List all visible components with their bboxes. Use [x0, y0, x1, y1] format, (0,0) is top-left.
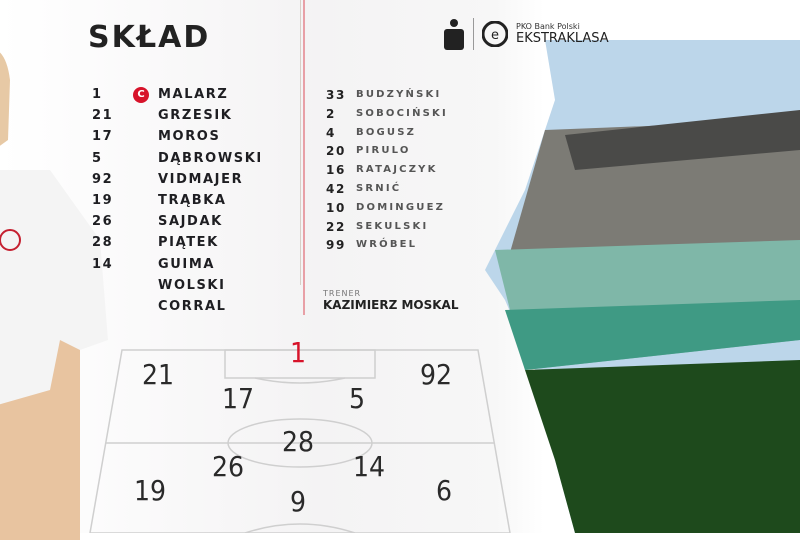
ekstraklasa-ball-icon: e: [482, 21, 508, 47]
sub-name: DOMINGUEZ: [356, 201, 446, 213]
substitute-row: 20 PIRULO: [0, 141, 500, 161]
divider: [300, 0, 301, 285]
league-logos: e PKO Bank Polski EKSTRAKLASA: [443, 18, 609, 50]
player-name: WOLSKI: [158, 277, 226, 293]
sub-name: WRÓBEL: [356, 239, 418, 251]
sub-name: SEKULSKI: [356, 220, 429, 232]
sub-name: SOBOCIŃSKI: [356, 107, 448, 119]
formation-number: 17: [221, 382, 255, 415]
formation-number: 14: [352, 450, 386, 483]
league-sponsor: PKO Bank Polski: [516, 22, 580, 31]
player-name: SAJDAK: [158, 214, 223, 230]
starter-row: CORRAL: [0, 297, 300, 317]
substitute-row: 22 SEKULSKI: [0, 217, 500, 237]
divider-accent: [303, 0, 305, 315]
page-title: SKŁAD: [88, 20, 211, 55]
formation-number: 21: [141, 358, 175, 391]
sub-number: 10: [326, 200, 346, 215]
player-name: GRZESIK: [158, 108, 233, 124]
player-number: 17: [92, 129, 114, 145]
formation-number: 28: [281, 425, 315, 458]
sub-number: 22: [326, 219, 346, 234]
formation-number: 26: [211, 450, 245, 483]
sub-name: RATAJCZYK: [356, 164, 438, 176]
starter-row: 28 PIĄTEK: [0, 233, 300, 253]
league-name: EKSTRAKLASA: [516, 31, 609, 46]
starter-row: 5 DĄBROWSKI: [0, 149, 300, 169]
sub-name: BOGUSZ: [356, 126, 417, 138]
sub-number: 20: [326, 144, 346, 159]
formation-number: 9: [289, 485, 307, 518]
substitute-row: 10 DOMINGUEZ: [0, 198, 500, 218]
player-name: VIDMAJER: [158, 171, 244, 187]
substitute-row: 42 SRNIĆ: [0, 179, 500, 199]
substitute-row: 2 SOBOCIŃSKI: [0, 104, 500, 124]
sub-number: 16: [326, 163, 346, 178]
formation-number: 5: [348, 382, 366, 415]
player-name: TRĄBKA: [158, 193, 227, 208]
coach-name: KAZIMIERZ MOSKAL: [323, 298, 459, 312]
sub-number: 4: [326, 125, 336, 140]
coach-label: TRENER: [323, 289, 362, 298]
player-number: 92: [92, 171, 114, 187]
pko-logo-icon: [444, 19, 464, 50]
stadium-photo: [485, 40, 800, 533]
starter-row: 17 MOROS: [0, 127, 300, 147]
player-number: 26: [92, 214, 114, 230]
starter-row: 92 VIDMAJER: [0, 170, 300, 190]
player-name: MOROS: [158, 129, 221, 145]
formation-number: 1: [289, 336, 307, 369]
substitute-row: 4 BOGUSZ: [0, 123, 500, 143]
starter-row: WOLSKI: [0, 276, 300, 296]
player-name: GUIMA: [158, 256, 216, 272]
sub-name: SRNIĆ: [356, 183, 402, 194]
sub-number: 33: [326, 88, 346, 102]
sub-name: PIRULO: [356, 145, 411, 157]
starter-row: 26 SAJDAK: [0, 212, 300, 232]
svg-text:e: e: [491, 28, 499, 43]
substitute-row: 33 BUDZYŃSKI: [0, 85, 500, 105]
player-number: 19: [92, 193, 114, 208]
player-number: 21: [92, 108, 114, 124]
substitute-row: 16 RATAJCZYK: [0, 160, 500, 180]
player-name: PIĄTEK: [158, 235, 219, 251]
starter-row: 1 C MALARZ: [0, 85, 300, 105]
player-name: CORRAL: [158, 299, 227, 314]
sub-number: 99: [326, 238, 346, 253]
sub-number: 2: [326, 106, 336, 121]
player-number: 5: [92, 150, 103, 166]
player-name: DĄBROWSKI: [158, 150, 263, 166]
formation-number: 92: [419, 358, 453, 391]
captain-badge: C: [133, 87, 149, 103]
player-photo: [0, 52, 108, 540]
player-name: MALARZ: [158, 87, 229, 102]
formation-number: 6: [435, 474, 453, 507]
starter-row: 21 GRZESIK: [0, 106, 300, 126]
substitute-row: 99 WRÓBEL: [0, 235, 500, 255]
starter-row: 19 TRĄBKA: [0, 191, 300, 211]
sub-name: BUDZYŃSKI: [356, 89, 442, 100]
player-number: 28: [92, 235, 114, 251]
player-number: 14: [92, 256, 114, 272]
sub-number: 42: [326, 182, 346, 196]
player-number: 1: [92, 87, 103, 102]
formation-number: 19: [133, 474, 167, 507]
starter-row: 14 GUIMA: [0, 255, 300, 275]
